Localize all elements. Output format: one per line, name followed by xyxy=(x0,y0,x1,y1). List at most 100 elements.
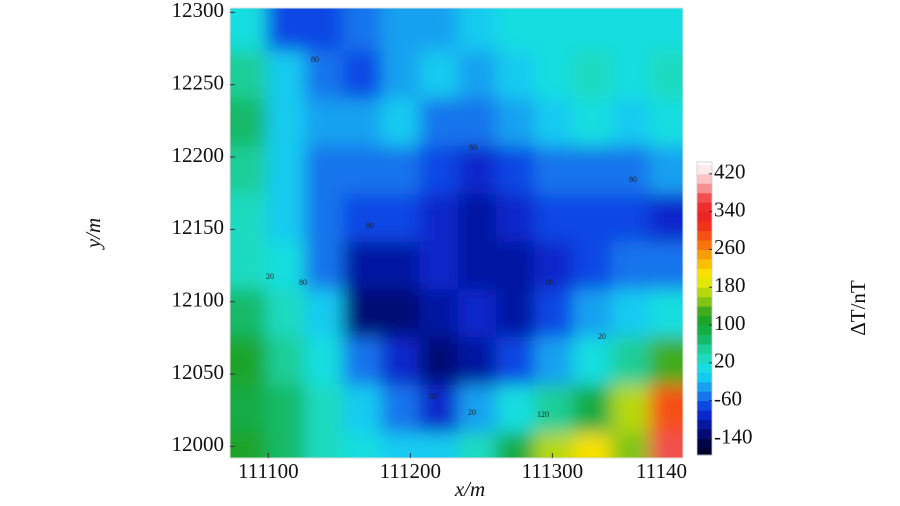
field-cell xyxy=(381,8,421,52)
field-cell xyxy=(611,241,651,291)
field-cell xyxy=(534,241,574,291)
field-cell xyxy=(649,98,683,148)
y-axis-label: y/m xyxy=(81,218,105,250)
field-cell xyxy=(572,384,613,434)
field-cell xyxy=(649,8,683,52)
field-cell xyxy=(419,432,459,458)
field-cell xyxy=(611,289,651,339)
field-cell xyxy=(381,50,421,100)
colorbar-band xyxy=(697,287,712,298)
x-tick-label: 111200 xyxy=(380,459,441,483)
field-cell xyxy=(649,193,683,243)
colorbar-band xyxy=(697,230,712,241)
colorbar-band xyxy=(697,362,712,373)
y-tick-label: 12300 xyxy=(172,0,225,22)
field-cell xyxy=(534,50,574,100)
colorbar-band xyxy=(697,325,712,335)
field-cell xyxy=(572,146,613,195)
colorbar-band xyxy=(697,183,712,194)
colorbar-tick-label: -140 xyxy=(714,424,753,448)
field-cell xyxy=(419,337,459,386)
colorbar-tick-label: 180 xyxy=(714,273,746,297)
colorbar-band xyxy=(697,419,712,430)
colorbar-band xyxy=(697,410,712,421)
field-cell xyxy=(266,337,306,386)
colorbar-band xyxy=(697,164,712,175)
field-cell xyxy=(572,337,613,386)
field-cell xyxy=(457,337,498,386)
colorbar-tick-label: 340 xyxy=(714,197,746,221)
field-cell xyxy=(534,193,574,243)
colorbar-frame xyxy=(696,161,713,456)
field-cell xyxy=(419,193,459,243)
field-cell xyxy=(534,146,574,195)
field-cells xyxy=(230,8,683,458)
field-cell xyxy=(419,146,459,195)
field-cell xyxy=(419,50,459,100)
field-cell xyxy=(457,8,498,52)
field-cell xyxy=(534,337,574,386)
colorbar-band xyxy=(697,296,712,307)
field-cell xyxy=(230,432,268,458)
colorbar-band xyxy=(697,202,712,213)
field-cell xyxy=(304,193,344,243)
field-cell xyxy=(572,289,613,339)
field-cell xyxy=(304,98,344,148)
contour-label: 20 xyxy=(468,408,476,417)
field-cell xyxy=(457,98,498,148)
field-cell xyxy=(230,384,268,434)
field-cell xyxy=(342,98,383,148)
y-tick-label: 12050 xyxy=(172,360,225,384)
field-cell xyxy=(304,8,344,52)
field-cell xyxy=(457,146,498,195)
field-cell xyxy=(266,193,306,243)
colorbar-band xyxy=(697,372,712,383)
field-cell xyxy=(266,384,306,434)
contour-labels: 80 80 80 80 80 80 80 20 20 20 120 xyxy=(266,55,637,419)
contour-label: 80 xyxy=(546,278,554,287)
field-cell xyxy=(496,289,536,339)
field-cell xyxy=(457,241,498,291)
field-cell xyxy=(611,50,651,100)
field-cell xyxy=(266,241,306,291)
field-cell xyxy=(496,98,536,148)
field-cell xyxy=(611,384,651,434)
field-cell xyxy=(342,384,383,434)
field-cell xyxy=(457,289,498,339)
field-cell xyxy=(419,289,459,339)
colorbar-band xyxy=(697,258,712,269)
field-cell xyxy=(230,337,268,386)
contour-label: 20 xyxy=(266,272,274,281)
field-cell xyxy=(230,98,268,148)
field-cell xyxy=(572,241,613,291)
colorbar-band xyxy=(697,381,712,392)
y-tick-label: 12100 xyxy=(172,288,225,312)
colorbar-band xyxy=(697,315,712,326)
field-cell xyxy=(304,337,344,386)
colorbar-band xyxy=(697,343,712,354)
field-cell xyxy=(457,50,498,100)
field-cell xyxy=(230,146,268,195)
field-cell xyxy=(304,432,344,458)
field-cell xyxy=(304,146,344,195)
field-cell xyxy=(381,146,421,195)
contour-label: 80 xyxy=(366,221,374,230)
colorbar-tick-label: 420 xyxy=(714,160,746,184)
contour-label: 80 xyxy=(299,278,307,287)
colorbar-band xyxy=(697,211,712,222)
field-cell xyxy=(230,241,268,291)
field-cell xyxy=(381,241,421,291)
x-tick-label: 111100 xyxy=(238,459,299,483)
x-axis-label: x/m xyxy=(454,477,485,501)
field-cell xyxy=(342,50,383,100)
contour-label: 80 xyxy=(629,175,637,184)
colorbar-band xyxy=(697,173,712,184)
field-cell xyxy=(266,8,306,52)
field-cell xyxy=(230,8,268,52)
field-cell xyxy=(304,241,344,291)
colorbar-band xyxy=(697,353,712,364)
field-cell xyxy=(534,432,574,458)
field-cell xyxy=(649,337,683,386)
colorbar-band xyxy=(697,268,712,279)
